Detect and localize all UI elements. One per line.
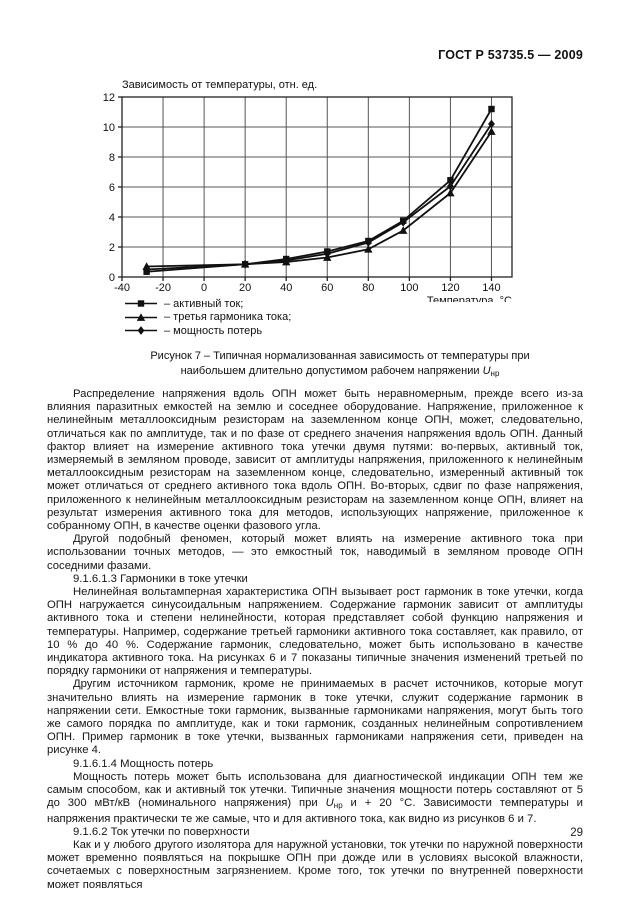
svg-text:80: 80 (362, 282, 374, 294)
svg-text:-40: -40 (114, 282, 130, 294)
diamond-marker-icon (282, 256, 290, 265)
diamond-marker-icon (399, 217, 407, 227)
legend-item: – мощность потерь (124, 324, 291, 338)
section-heading: 9.1.6.1.3 Гармоники в токе утечки (73, 572, 248, 585)
square-marker-icon (137, 300, 145, 307)
svg-text:140: 140 (482, 282, 500, 294)
u-subscript: нр (333, 801, 343, 811)
x-axis-label: Температура, °C (427, 295, 512, 302)
diamond-marker-icon (364, 238, 372, 247)
diamond-legend-marker-icon (125, 326, 157, 336)
diamond-marker-icon (137, 326, 145, 336)
svg-text:0: 0 (109, 272, 115, 284)
square-marker-icon (488, 105, 495, 113)
chart-series (143, 119, 495, 274)
axis-tick-labels: -40 -20 0 20 40 60 80 100 120 140 0 2 4 6 8 10 12 (103, 92, 501, 294)
chart-series (143, 105, 495, 275)
paragraph: Распределение напряжения вдоль ОПН может… (47, 388, 583, 533)
chart-legend: – активный ток; – третья гармоника тока; –… (124, 297, 291, 338)
svg-text:8: 8 (109, 152, 115, 164)
section-heading: 9.1.6.1.4 Мощность потерь (73, 757, 214, 770)
u-variable: U (482, 365, 491, 377)
body-text: Распределение напряжения вдоль ОПН может… (47, 388, 583, 892)
svg-text:100: 100 (400, 282, 418, 294)
svg-text:6: 6 (109, 182, 115, 194)
diamond-marker-icon (323, 249, 331, 259)
svg-text:40: 40 (280, 282, 292, 294)
paragraph: Как и у любого другого изолятора для нар… (47, 838, 583, 891)
svg-text:10: 10 (103, 122, 115, 134)
page-number: 29 (570, 827, 583, 839)
diamond-marker-icon (488, 119, 495, 129)
triangle-marker-icon (364, 245, 373, 253)
u-variable: U (325, 797, 334, 810)
triangle-marker-icon (399, 226, 408, 234)
square-legend-marker-icon (125, 300, 157, 307)
triangle-marker-icon (136, 313, 146, 321)
svg-text:2: 2 (109, 242, 115, 254)
chart-axes (118, 96, 513, 281)
diamond-marker-icon (447, 181, 454, 191)
paragraph: Другим источником гармоник, кроме не при… (47, 678, 583, 757)
paragraph: Нелинейная вольтамперная характеристика … (47, 586, 583, 678)
triangle-marker-icon (446, 188, 455, 197)
svg-text:60: 60 (321, 282, 333, 294)
svg-text:0: 0 (201, 282, 207, 294)
figure-caption-line1: Рисунок 7 – Типичная нормализованная зав… (150, 350, 530, 362)
figure-caption: Рисунок 7 – Типичная нормализованная зав… (75, 349, 605, 381)
chart-series (142, 127, 496, 270)
legend-item: – активный ток; (124, 297, 291, 311)
svg-text:20: 20 (239, 282, 251, 294)
svg-text:12: 12 (103, 92, 115, 104)
legend-label: – третья гармоника тока; (164, 311, 292, 324)
document-header: ГОСТ Р 53735.5 — 2009 (438, 48, 583, 62)
legend-item: – третья гармоника тока; (124, 311, 291, 325)
paragraph: Мощность потерь может быть использована … (47, 770, 583, 825)
legend-label: – мощность потерь (164, 324, 263, 337)
legend-label: – активный ток; (164, 297, 244, 310)
triangle-legend-marker-icon (125, 313, 157, 321)
svg-text:-20: -20 (155, 282, 171, 294)
triangle-marker-icon (487, 127, 496, 135)
u-subscript: нр (490, 369, 500, 378)
paragraph: Другой подобный феномен, который может в… (47, 533, 583, 572)
chart-title: Зависимость от температуры, отн. ед. (122, 79, 318, 91)
figure-caption-line2: наибольшем длительно допустимом рабочем … (180, 365, 500, 378)
section-heading: 9.1.6.2 Ток утечки по поверхности (73, 825, 250, 838)
figure-7-chart: -40 -20 0 20 40 60 80 100 120 140 0 2 4 6 8 10 12 Темпера… (103, 92, 513, 302)
svg-text:4: 4 (109, 212, 115, 224)
svg-text:120: 120 (441, 282, 459, 294)
square-marker-icon (447, 177, 454, 184)
